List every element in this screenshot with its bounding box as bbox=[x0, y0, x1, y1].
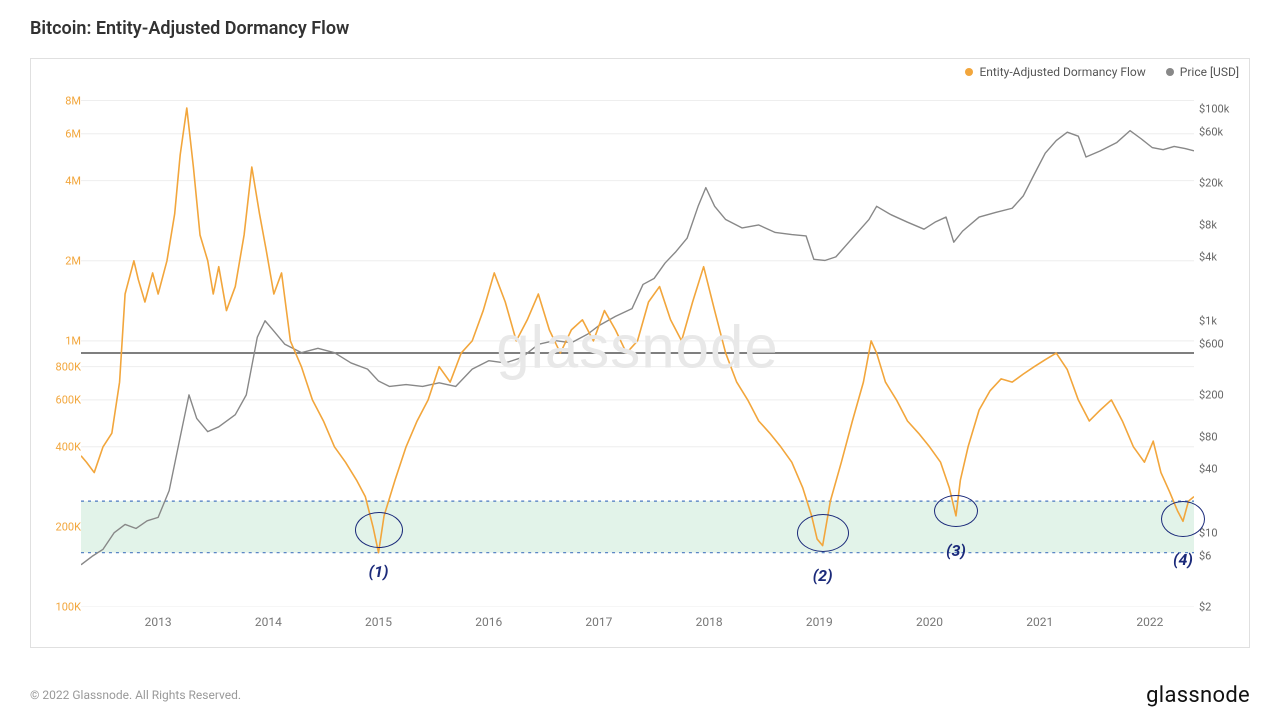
y-left-tick: 6M bbox=[33, 127, 81, 140]
y-right-tick: $200 bbox=[1199, 388, 1247, 401]
y-right-tick: $40 bbox=[1199, 463, 1247, 476]
legend-label-price: Price [USD] bbox=[1180, 65, 1239, 79]
y-left-tick: 2M bbox=[33, 254, 81, 267]
y-axis-right: $2$6$10$40$80$200$600$1k$4k$8k$20k$60k$1… bbox=[1199, 87, 1247, 607]
y-left-tick: 400K bbox=[33, 440, 81, 453]
y-left-tick: 8M bbox=[33, 94, 81, 107]
x-tick: 2022 bbox=[1136, 615, 1163, 629]
legend-label-dormancy: Entity-Adjusted Dormancy Flow bbox=[979, 65, 1145, 79]
chart-title: Bitcoin: Entity-Adjusted Dormancy Flow bbox=[30, 18, 349, 39]
y-right-tick: $10 bbox=[1199, 526, 1247, 539]
legend: Entity-Adjusted Dormancy Flow Price [USD… bbox=[965, 65, 1239, 79]
x-tick: 2016 bbox=[475, 615, 502, 629]
legend-item-dormancy: Entity-Adjusted Dormancy Flow bbox=[965, 65, 1145, 79]
annotation-label: (3) bbox=[946, 541, 966, 560]
x-tick: 2018 bbox=[696, 615, 723, 629]
annotation-circle bbox=[797, 514, 849, 552]
annotation-label: (1) bbox=[369, 562, 389, 581]
x-tick: 2014 bbox=[255, 615, 282, 629]
chart-svg bbox=[81, 87, 1194, 607]
y-left-tick: 200K bbox=[33, 520, 81, 533]
annotation-label: (2) bbox=[813, 566, 833, 585]
y-right-tick: $80 bbox=[1199, 431, 1247, 444]
chart-container: Entity-Adjusted Dormancy Flow Price [USD… bbox=[30, 58, 1250, 648]
y-right-tick: $100k bbox=[1199, 102, 1247, 115]
annotation-circle bbox=[1161, 501, 1205, 537]
y-axis-left: 100K200K400K600K800K1M2M4M6M8M bbox=[33, 87, 81, 607]
y-right-tick: $600 bbox=[1199, 338, 1247, 351]
x-tick: 2020 bbox=[916, 615, 943, 629]
y-left-tick: 100K bbox=[33, 601, 81, 614]
x-tick: 2017 bbox=[585, 615, 612, 629]
y-right-tick: $20k bbox=[1199, 176, 1247, 189]
annotation-label: (4) bbox=[1173, 550, 1193, 569]
y-right-tick: $8k bbox=[1199, 218, 1247, 231]
x-tick: 2019 bbox=[806, 615, 833, 629]
y-right-tick: $6 bbox=[1199, 550, 1247, 563]
legend-dot-price bbox=[1166, 68, 1174, 76]
y-left-tick: 1M bbox=[33, 334, 81, 347]
y-right-tick: $1k bbox=[1199, 314, 1247, 327]
annotation-circle bbox=[355, 512, 403, 548]
x-tick: 2021 bbox=[1026, 615, 1053, 629]
x-axis: 2013 2014 2015 2016 2017 2018 2019 2020 2021 2022 bbox=[81, 615, 1194, 635]
y-right-tick: $60k bbox=[1199, 126, 1247, 139]
plot-area: glassnode (1)(2)(3)(4) bbox=[81, 87, 1194, 607]
x-tick: 2015 bbox=[365, 615, 392, 629]
y-right-tick: $4k bbox=[1199, 250, 1247, 263]
copyright: © 2022 Glassnode. All Rights Reserved. bbox=[30, 688, 241, 702]
y-right-tick: $2 bbox=[1199, 600, 1247, 613]
legend-dot-dormancy bbox=[965, 68, 973, 76]
legend-item-price: Price [USD] bbox=[1166, 65, 1239, 79]
y-left-tick: 4M bbox=[33, 174, 81, 187]
brand-logo: glassnode bbox=[1146, 683, 1250, 708]
y-left-tick: 800K bbox=[33, 360, 81, 373]
annotation-circle bbox=[934, 495, 978, 527]
x-tick: 2013 bbox=[145, 615, 172, 629]
y-left-tick: 600K bbox=[33, 393, 81, 406]
